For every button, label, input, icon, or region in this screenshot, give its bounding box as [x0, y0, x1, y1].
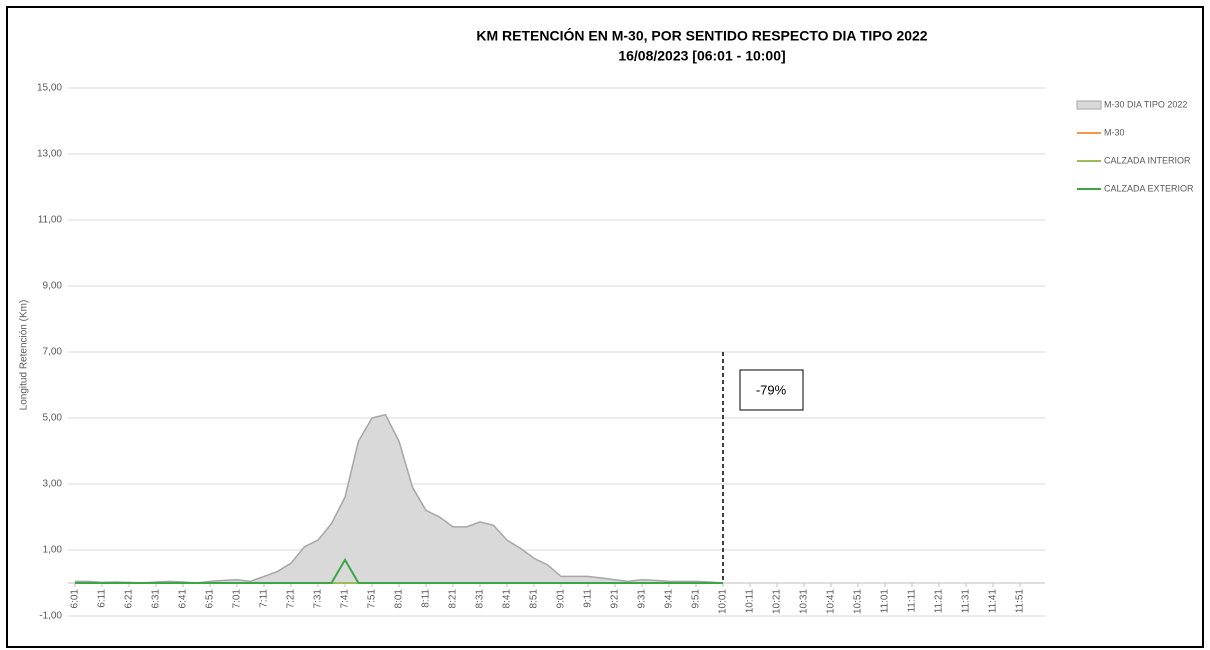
x-tick-label: 10:01: [718, 589, 729, 614]
x-tick-label: 11:11: [907, 589, 918, 613]
x-tick-label: 7:01: [232, 589, 243, 609]
x-tick-label: 7:11: [259, 589, 270, 608]
x-tick-label: 6:31: [151, 589, 162, 609]
y-tick-label: 9,00: [43, 281, 63, 292]
x-tick-label: 8:11: [421, 589, 432, 608]
x-tick-label: 10:41: [826, 589, 837, 614]
x-tick-label: 11:21: [934, 589, 945, 614]
x-tick-label: 8:41: [502, 589, 513, 609]
x-tick-label: 9:21: [610, 589, 621, 609]
x-tick-label: 9:51: [691, 589, 702, 609]
frame: [6, 6, 1204, 648]
x-tick-label: 7:31: [313, 589, 324, 609]
x-tick-label: 11:31: [961, 589, 972, 614]
x-tick-label: 10:31: [799, 589, 810, 614]
legend-label: CALZADA EXTERIOR: [1104, 183, 1194, 193]
x-tick-label: 7:51: [367, 589, 378, 609]
legend-label: M-30: [1104, 127, 1125, 137]
x-tick-label: 8:01: [394, 589, 405, 609]
x-tick-label: 7:21: [286, 589, 297, 609]
x-tick-label: 9:11: [583, 589, 594, 608]
y-tick-label: 3,00: [43, 479, 63, 490]
x-tick-label: 6:41: [178, 589, 189, 609]
area: [75, 414, 723, 583]
x-tick-label: 7:41: [340, 589, 351, 609]
x-tick-label: 8:21: [448, 589, 459, 609]
y-tick-label: 15,00: [37, 83, 62, 94]
x-tick-label: 9:31: [637, 589, 648, 609]
y-tick-label: 11,00: [38, 215, 63, 226]
x-tick-label: 6:51: [205, 589, 216, 609]
y-tick-label: -1,00: [39, 611, 62, 622]
y-tick-label: 13,00: [37, 149, 62, 160]
x-tick-label: 8:51: [529, 589, 540, 609]
x-tick-label: 6:01: [70, 589, 81, 609]
x-tick-label: 9:01: [556, 589, 567, 609]
y-tick-label: 1,00: [43, 545, 63, 556]
legend-label: CALZADA INTERIOR: [1104, 155, 1191, 165]
x-tick-label: 11:01: [880, 589, 891, 614]
annotation-box: [739, 369, 804, 411]
y-tick-label: 5,00: [43, 413, 63, 424]
annotation-label: -79%: [756, 382, 787, 397]
legend-swatch: [1076, 100, 1102, 110]
chart-subtitle: 16/08/2023 [06:01 - 10:00]: [618, 48, 785, 64]
x-tick-label: 11:51: [1015, 589, 1026, 614]
x-tick-label: 10:11: [745, 589, 756, 614]
legend-label: M-30 DIA TIPO 2022: [1104, 99, 1187, 109]
x-tick-label: 10:21: [772, 589, 783, 614]
x-tick-label: 11:41: [988, 589, 999, 614]
line: [75, 557, 723, 584]
y-tick-label: 7,00: [43, 347, 63, 358]
x-tick-label: 10:51: [853, 589, 864, 614]
x-tick-label: 8:31: [475, 589, 486, 609]
y-axis-label: Longitud Retención (Km): [19, 300, 30, 411]
x-tick-label: 6:21: [124, 589, 135, 609]
chart-title: KM RETENCIÓN EN M-30, POR SENTIDO RESPEC…: [476, 27, 927, 44]
x-tick-label: 6:11: [97, 589, 108, 608]
x-tick-label: 9:41: [664, 589, 675, 609]
